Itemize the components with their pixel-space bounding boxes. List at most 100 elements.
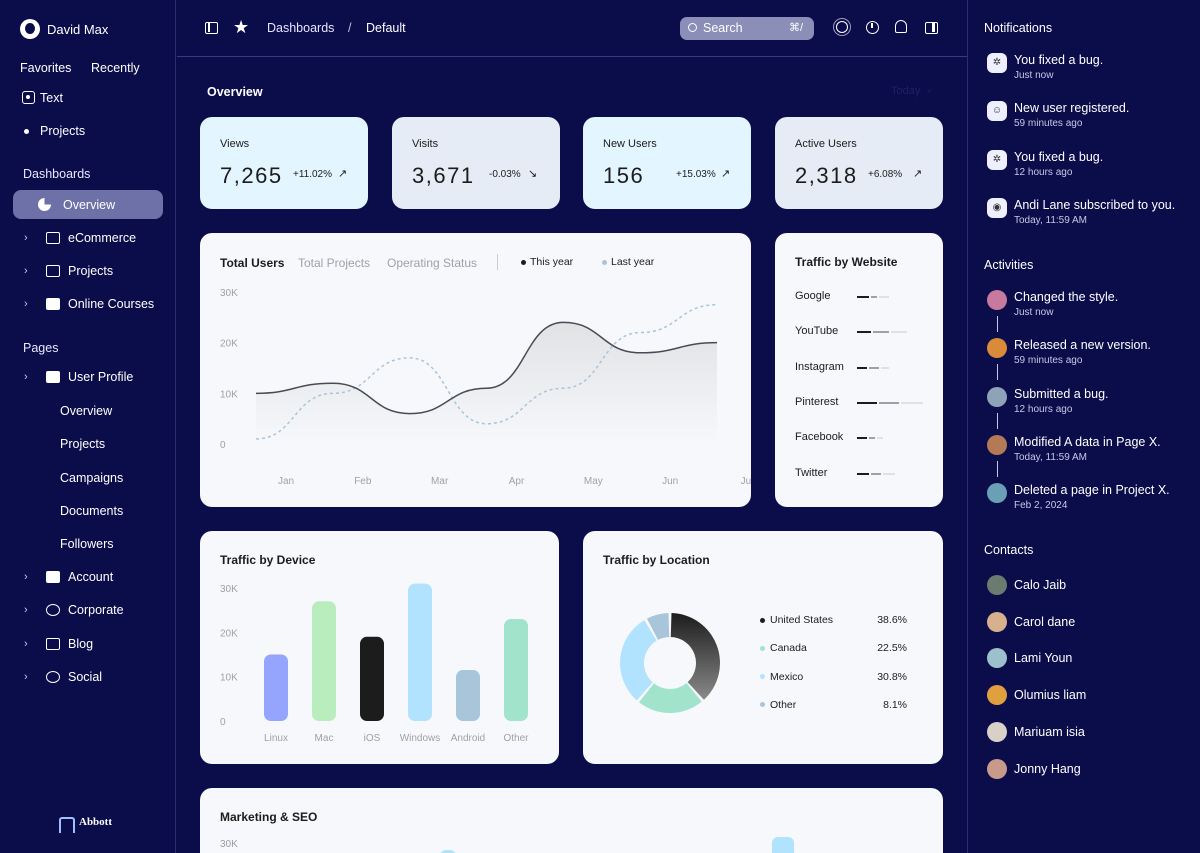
x-tick-label: Jan xyxy=(278,476,294,487)
stat-card-new-users[interactable]: New Users 156 +15.03% ↗ xyxy=(583,117,751,209)
website-bar-segment xyxy=(877,437,883,440)
favorite-text[interactable]: Text xyxy=(40,91,63,105)
sidebar-item-social[interactable]: › Social xyxy=(24,670,102,684)
sun-icon[interactable] xyxy=(836,21,848,33)
website-instagram[interactable]: Instagram xyxy=(795,360,844,373)
sidebar-subitem-documents[interactable]: Documents xyxy=(60,504,124,518)
history-icon[interactable] xyxy=(866,21,879,34)
bar-linux xyxy=(264,654,288,721)
website-google[interactable]: Google xyxy=(795,290,831,302)
contact-name: Lami Youn xyxy=(1014,651,1073,666)
bar-ios xyxy=(360,636,384,721)
website-bar-segment xyxy=(879,296,889,298)
series-area-this-year xyxy=(256,322,717,444)
chevron-right-icon: › xyxy=(24,232,28,244)
chat-icon xyxy=(46,671,60,683)
panel-toggle-icon[interactable] xyxy=(925,22,938,34)
star-icon[interactable]: ★ xyxy=(233,17,250,37)
chevron-down-icon[interactable]: ⌄ xyxy=(925,84,934,95)
bell-icon[interactable] xyxy=(895,20,907,33)
sidebar-subitem-campaigns[interactable]: Campaigns xyxy=(60,471,124,485)
search-placeholder: Search xyxy=(703,21,743,35)
sidebar-subitem-projects[interactable]: Projects xyxy=(60,437,106,451)
overview-title: Overview xyxy=(207,85,263,99)
sidebar-subitem-followers[interactable]: Followers xyxy=(60,537,114,551)
avatar xyxy=(987,648,1007,669)
sidebar-item-blog[interactable]: › Blog xyxy=(24,637,93,651)
traffic-website-title: Traffic by Website xyxy=(795,255,898,269)
seo-bar xyxy=(772,837,794,853)
location-donut-chart xyxy=(620,613,720,713)
activity-time: Feb 2, 2024 xyxy=(1014,500,1068,512)
legend-dot xyxy=(760,674,765,680)
stat-label: Visits xyxy=(412,138,439,150)
activity-text: Modified A data in Page X. xyxy=(1014,434,1161,449)
sidebar-item-user-profile[interactable]: › User Profile xyxy=(24,370,133,384)
website-facebook[interactable]: Facebook xyxy=(795,431,844,444)
notification-time: 59 minutes ago xyxy=(1014,118,1083,130)
date-range-select[interactable]: Today xyxy=(891,85,921,97)
sidebar-item-overview[interactable]: Overview xyxy=(13,190,163,219)
website-bar-segment xyxy=(857,472,869,475)
breadcrumb-default[interactable]: Default xyxy=(366,21,406,35)
tab-total-users[interactable]: Total Users xyxy=(220,256,285,270)
sidebar-item-corporate[interactable]: › Corporate xyxy=(24,603,124,617)
stat-value: 156 xyxy=(603,163,645,188)
search-input[interactable]: Search ⌘/ xyxy=(680,17,814,40)
traffic-location-title: Traffic by Location xyxy=(603,553,710,567)
sidebar-item-label: User Profile xyxy=(68,370,134,384)
website-pinterest[interactable]: Pinterest xyxy=(795,395,839,408)
tab-total-projects[interactable]: Total Projects xyxy=(298,256,371,270)
tab-favorites[interactable]: Favorites xyxy=(20,61,72,75)
website-twitter[interactable]: Twitter xyxy=(795,466,828,479)
sidebar-toggle-icon[interactable] xyxy=(205,22,218,34)
sidebar-item-ecommerce[interactable]: › eCommerce xyxy=(24,231,136,245)
chevron-right-icon: › xyxy=(24,371,28,383)
stat-card-visits[interactable]: Visits 3,671 -0.03% ↘ xyxy=(392,117,560,209)
timeline-connector xyxy=(997,316,998,332)
top-bar: ★ Dashboards / Default Search ⌘/ xyxy=(177,0,967,57)
sidebar-subitem-overview[interactable]: Overview xyxy=(60,404,113,418)
avatar xyxy=(987,338,1007,359)
stat-card-active-users[interactable]: Active Users 2,318 +6.08% ↗ xyxy=(775,117,943,209)
location-name: Other xyxy=(770,698,797,711)
trend-up-icon: ↗ xyxy=(721,168,731,180)
avatar xyxy=(987,758,1007,779)
activity-text: Released a new version. xyxy=(1014,338,1151,353)
tab-recently[interactable]: Recently xyxy=(91,61,140,75)
x-tick-label: Jul xyxy=(741,476,751,487)
location-percent: 8.1% xyxy=(883,698,907,711)
sidebar-item-account[interactable]: › Account xyxy=(24,570,113,584)
chevron-right-icon: › xyxy=(24,298,28,310)
activity-time: Today, 11:59 AM xyxy=(1014,451,1088,463)
x-tick-label: Other xyxy=(503,733,529,744)
x-tick-label: Linux xyxy=(264,733,288,744)
website-youtube[interactable]: YouTube xyxy=(795,325,839,338)
sidebar-item-projects[interactable]: › Projects xyxy=(24,264,113,278)
stat-change: +15.03% xyxy=(676,169,716,180)
sidebar-item-online-courses[interactable]: › Online Courses xyxy=(24,297,154,311)
right-panel: Notifications ✲ You fixed a bug. Just now ☺… xyxy=(967,0,1200,853)
bug-icon: ✲ xyxy=(987,149,1007,170)
traffic-location-card: Traffic by Location United States 38.6% Ca… xyxy=(583,531,943,764)
avatar xyxy=(987,685,1007,706)
series-line-this-year xyxy=(255,321,718,415)
tab-operating-status[interactable]: Operating Status xyxy=(387,256,478,270)
sidebar-item-label: Blog xyxy=(68,637,94,651)
traffic-device-title: Traffic by Device xyxy=(220,553,316,567)
avatar[interactable] xyxy=(20,19,40,39)
stat-card-views[interactable]: Views 7,265 +11.02% ↗ xyxy=(200,117,368,209)
location-row: United States xyxy=(760,614,833,626)
notification-time: Just now xyxy=(1014,70,1054,81)
x-tick-label: Jun xyxy=(662,476,678,487)
location-percent: 22.5% xyxy=(877,642,907,655)
user-name[interactable]: David Max xyxy=(47,22,109,37)
avatar xyxy=(987,721,1007,742)
website-bar-segment xyxy=(883,472,895,475)
favorite-projects[interactable]: Projects xyxy=(40,124,86,138)
website-bar-segment xyxy=(857,437,867,440)
activity-text: Deleted a page in Project X. xyxy=(1014,483,1170,498)
breadcrumb-dashboards[interactable]: Dashboards xyxy=(267,21,335,35)
folder-icon xyxy=(46,265,60,277)
website-bar-segment xyxy=(869,366,879,369)
